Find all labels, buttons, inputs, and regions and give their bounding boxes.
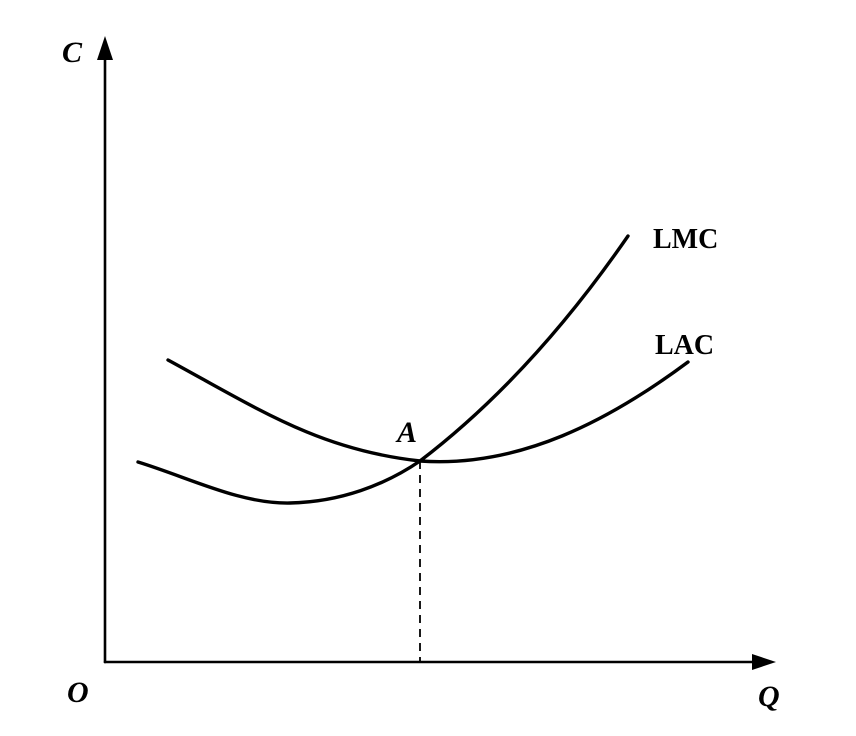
lac-curve <box>166 358 690 464</box>
x-axis-label: Q <box>758 680 780 713</box>
lmc-label: LMC <box>653 224 718 255</box>
x-axis-arrow-icon <box>752 654 776 670</box>
lmc-curve <box>136 234 630 505</box>
point-a-label: A <box>395 416 417 449</box>
origin-label: O <box>67 676 89 709</box>
y-axis-arrow-icon <box>97 36 113 60</box>
lac-label: LAC <box>655 330 714 361</box>
y-axis-label: C <box>62 36 83 69</box>
